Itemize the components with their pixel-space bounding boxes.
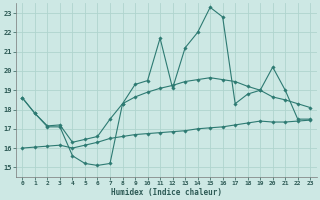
X-axis label: Humidex (Indice chaleur): Humidex (Indice chaleur) [111,188,222,197]
